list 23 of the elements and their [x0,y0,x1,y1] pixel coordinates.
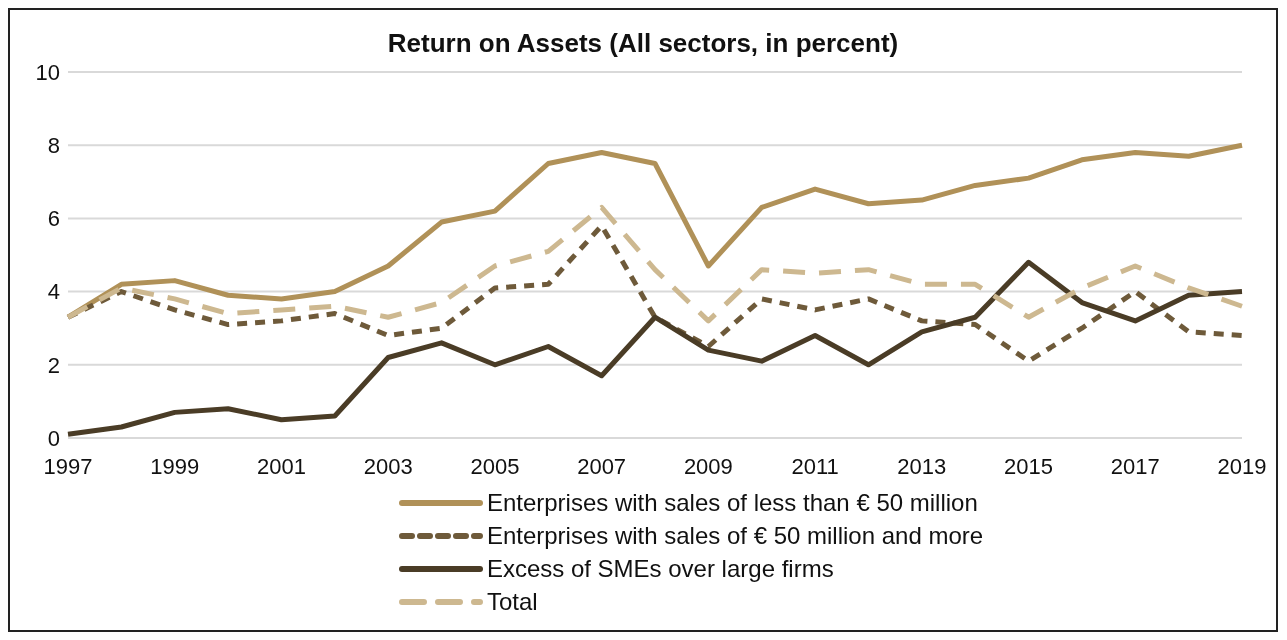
y-tick-label: 4 [47,279,60,305]
x-tick-label: 2003 [363,453,413,479]
x-tick-label: 2011 [791,453,839,479]
legend-label: Excess of SMEs over large firms [486,554,834,583]
x-tick-label: 2013 [897,453,947,479]
chart-title: Return on Assets (All sectors, in percent) [386,27,900,58]
x-tick-label: 1999 [150,453,200,479]
y-tick-label: 10 [35,59,60,85]
legend-label: Enterprises with sales of € 50 million and more [486,521,984,550]
x-tick-label: 2005 [470,453,520,479]
y-tick-label: 2 [47,352,60,378]
y-tick-label: 6 [47,206,60,232]
x-tick-label: 2019 [1217,453,1267,479]
x-tick-label: 2017 [1110,453,1160,479]
x-tick-label: 2015 [1004,453,1054,479]
x-tick-label: 2009 [683,453,733,479]
y-tick-label: 8 [47,133,60,159]
y-tick-label: 0 [47,425,60,451]
x-tick-label: 2001 [256,453,306,479]
x-tick-label: 2007 [577,453,627,479]
legend-label: Enterprises with sales of less than € 50 million [486,488,978,517]
x-tick-label: 1997 [43,453,93,479]
legend-label: Total [486,587,538,616]
